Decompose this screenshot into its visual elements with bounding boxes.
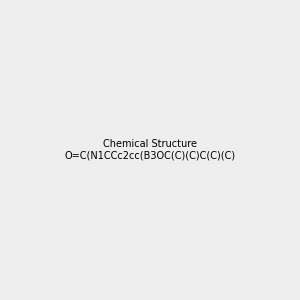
Text: Chemical Structure
O=C(N1CCc2cc(B3OC(C)(C)C(C)(C): Chemical Structure O=C(N1CCc2cc(B3OC(C)(… bbox=[64, 139, 236, 161]
